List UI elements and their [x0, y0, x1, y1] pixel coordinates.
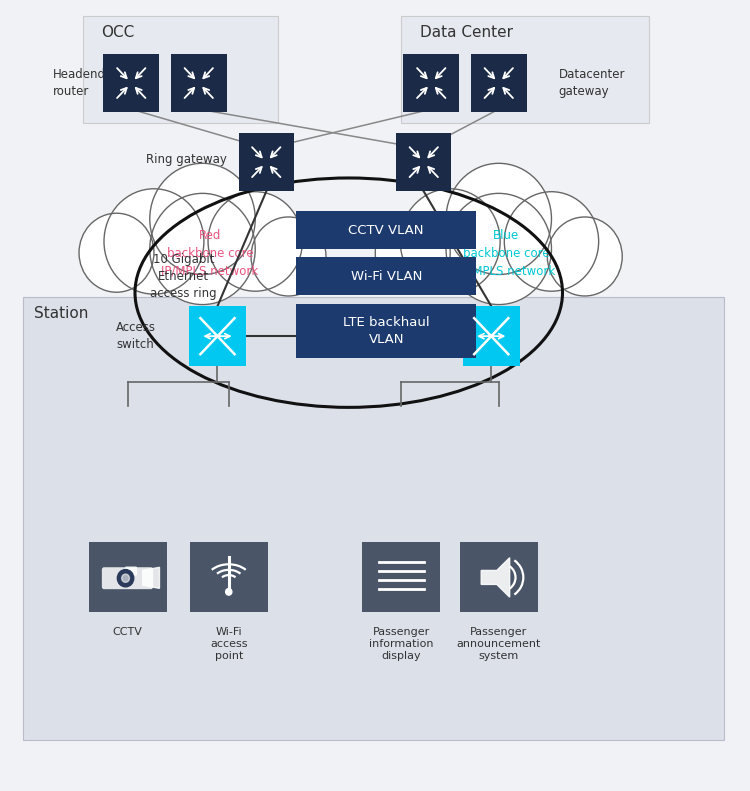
Circle shape: [150, 163, 255, 274]
FancyBboxPatch shape: [88, 543, 166, 612]
Text: Blue
backbone core
IP/MPLS network: Blue backbone core IP/MPLS network: [458, 229, 555, 277]
FancyBboxPatch shape: [190, 543, 268, 612]
Circle shape: [251, 217, 326, 296]
FancyBboxPatch shape: [22, 297, 724, 740]
Text: Datacenter
gateway: Datacenter gateway: [559, 68, 626, 98]
FancyBboxPatch shape: [362, 543, 440, 612]
Circle shape: [446, 193, 551, 305]
Text: CCTV: CCTV: [112, 626, 142, 637]
Text: Red
backbone core
IP/MPLS network: Red backbone core IP/MPLS network: [161, 229, 259, 277]
FancyBboxPatch shape: [463, 306, 520, 366]
Text: Access
switch: Access switch: [116, 321, 156, 351]
Text: LTE backhaul
VLAN: LTE backhaul VLAN: [343, 316, 430, 346]
FancyBboxPatch shape: [124, 566, 137, 576]
FancyBboxPatch shape: [171, 54, 226, 112]
FancyBboxPatch shape: [471, 54, 526, 112]
Text: 10 Gigabit
Ethernet
access ring: 10 Gigabit Ethernet access ring: [151, 253, 217, 301]
Circle shape: [226, 589, 232, 595]
Circle shape: [504, 191, 598, 291]
Text: OCC: OCC: [101, 25, 134, 40]
Circle shape: [122, 574, 130, 582]
FancyBboxPatch shape: [104, 54, 159, 112]
Text: Ring gateway: Ring gateway: [146, 153, 227, 166]
FancyBboxPatch shape: [296, 211, 476, 249]
FancyBboxPatch shape: [296, 257, 476, 295]
Circle shape: [104, 189, 204, 294]
FancyBboxPatch shape: [238, 133, 294, 191]
Text: Wi-Fi
access
point: Wi-Fi access point: [210, 626, 248, 661]
FancyBboxPatch shape: [189, 306, 246, 366]
FancyBboxPatch shape: [82, 16, 278, 123]
Text: CCTV VLAN: CCTV VLAN: [349, 224, 424, 237]
Text: Headend
router: Headend router: [53, 68, 106, 98]
FancyBboxPatch shape: [401, 16, 649, 123]
Circle shape: [548, 217, 622, 296]
FancyBboxPatch shape: [396, 133, 451, 191]
Circle shape: [79, 214, 154, 292]
Circle shape: [150, 193, 255, 305]
Circle shape: [208, 191, 302, 291]
FancyBboxPatch shape: [404, 54, 459, 112]
FancyBboxPatch shape: [102, 567, 153, 589]
Polygon shape: [482, 558, 510, 597]
FancyBboxPatch shape: [296, 304, 476, 358]
Text: Wi-Fi VLAN: Wi-Fi VLAN: [350, 270, 422, 282]
Circle shape: [375, 214, 450, 292]
Circle shape: [117, 570, 134, 587]
Circle shape: [400, 189, 500, 294]
Text: Passenger
announcement
system: Passenger announcement system: [457, 626, 541, 661]
Text: Data Center: Data Center: [420, 25, 513, 40]
FancyBboxPatch shape: [460, 543, 538, 612]
Circle shape: [446, 163, 551, 274]
Text: Station: Station: [34, 306, 88, 321]
Polygon shape: [142, 567, 160, 589]
Text: Passenger
information
display: Passenger information display: [369, 626, 434, 661]
